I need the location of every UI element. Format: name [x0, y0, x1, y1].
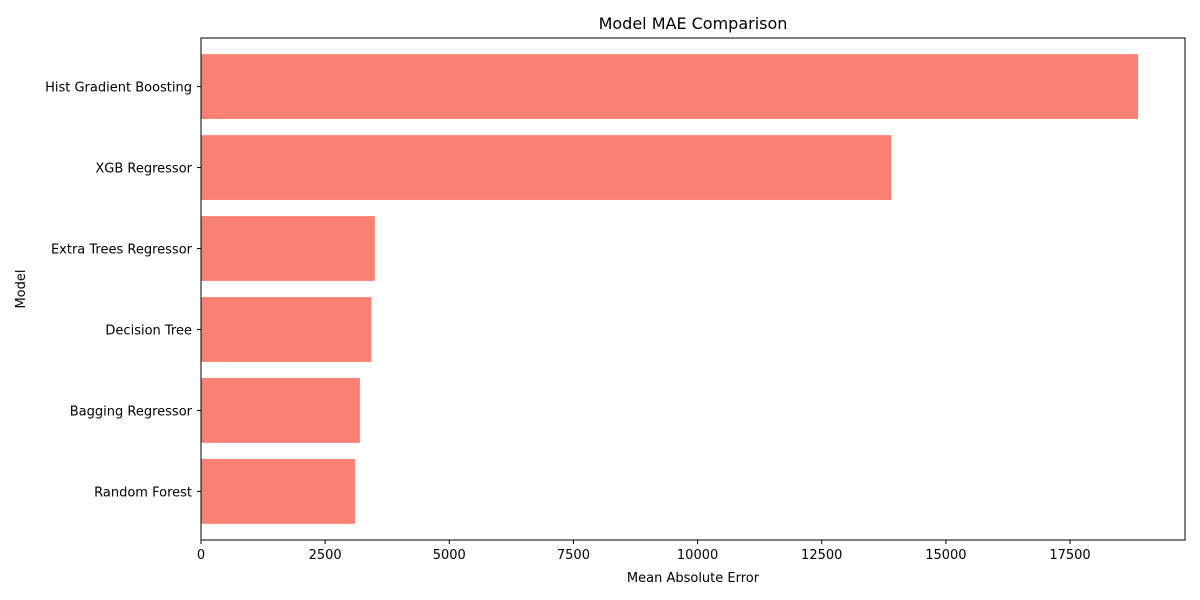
y-tick-label: Decision Tree: [105, 323, 192, 338]
x-tick-label: 12500: [801, 548, 842, 563]
y-tick-label: XGB Regressor: [95, 162, 192, 177]
y-tick-label: Extra Trees Regressor: [51, 243, 193, 258]
bars-group: [201, 54, 1139, 524]
y-tick-label: Bagging Regressor: [70, 404, 193, 419]
x-tick-label: 17500: [1049, 548, 1090, 563]
bar: [201, 378, 360, 443]
chart-title: Model MAE Comparison: [599, 14, 788, 33]
plot-frame: [200, 37, 1186, 541]
y-tick-label: Hist Gradient Boosting: [45, 81, 192, 96]
x-tick-label: 10000: [677, 548, 718, 563]
y-axis-ticks: Random Forest Bagging Regressor Decision T…: [45, 81, 201, 500]
x-tick-label: 7500: [557, 548, 590, 563]
x-tick-label: 0: [197, 548, 205, 563]
x-axis-ticks: 0 2500 5000 7500 10000 12500 15000 17500: [197, 540, 1091, 563]
x-tick-label: 5000: [433, 548, 466, 563]
bar: [201, 54, 1139, 119]
x-tick-label: 2500: [309, 548, 342, 563]
bar: [201, 297, 372, 362]
y-axis-label: Model: [14, 269, 29, 308]
bar: [201, 135, 892, 200]
bar: [201, 216, 375, 281]
x-tick-label: 15000: [925, 548, 966, 563]
x-axis-label: Mean Absolute Error: [627, 571, 760, 586]
y-tick-label: Random Forest: [94, 485, 192, 500]
bar: [201, 459, 355, 524]
